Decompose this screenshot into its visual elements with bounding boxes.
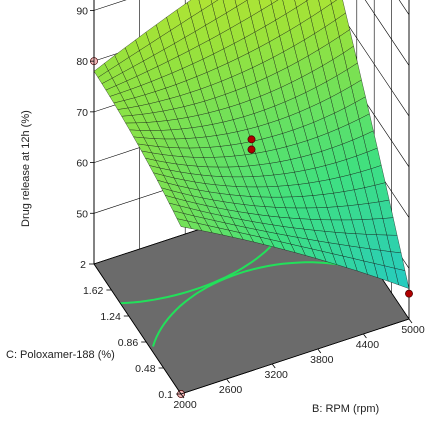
y-tick-label: 1.62 — [83, 285, 104, 297]
x-tick-label: 2000 — [173, 399, 197, 411]
design-point — [247, 145, 256, 154]
z-tick-label: 70 — [76, 107, 88, 119]
design-point — [405, 289, 413, 298]
z-tick-label: 50 — [76, 208, 88, 220]
z-tick-label: 80 — [76, 56, 88, 68]
x-axis-line — [180, 318, 410, 395]
x-tick — [363, 333, 367, 339]
z-tick-label: 90 — [76, 5, 88, 17]
y-tick-label: 0.86 — [118, 337, 139, 349]
y-axis-line — [93, 263, 182, 395]
z-gridline — [93, 0, 410, 66]
surface-cell — [176, 218, 192, 229]
x-axis-title: B: RPM (rpm) — [312, 403, 379, 415]
x-tick-label: 2600 — [219, 384, 243, 396]
y-tick-label: 0.48 — [135, 363, 156, 375]
x-tick — [271, 363, 276, 369]
y-tick-label: 2 — [80, 259, 86, 271]
y-tick-label: 0.1 — [158, 389, 173, 401]
x-tick-label: 3200 — [265, 369, 289, 381]
x-tick-label: 3800 — [310, 354, 334, 366]
x-tick-label: 5000 — [401, 324, 425, 336]
x-tick — [317, 348, 322, 354]
x-tick — [180, 393, 185, 399]
response-surface — [93, 0, 410, 289]
y-axis-title: C: Poloxamer-188 (%) — [6, 349, 115, 361]
z-axis-title: Drug release at 12h (%) — [20, 110, 32, 227]
design-point — [247, 135, 256, 144]
contour-line — [152, 261, 376, 347]
y-tick-label: 1.24 — [100, 311, 121, 323]
x-tick — [226, 378, 230, 384]
axes: 5060708090100110200026003200380044005000… — [76, 0, 425, 411]
z-tick-label: 60 — [76, 158, 88, 170]
x-tick — [408, 318, 413, 324]
x-tick-label: 4400 — [356, 339, 380, 351]
